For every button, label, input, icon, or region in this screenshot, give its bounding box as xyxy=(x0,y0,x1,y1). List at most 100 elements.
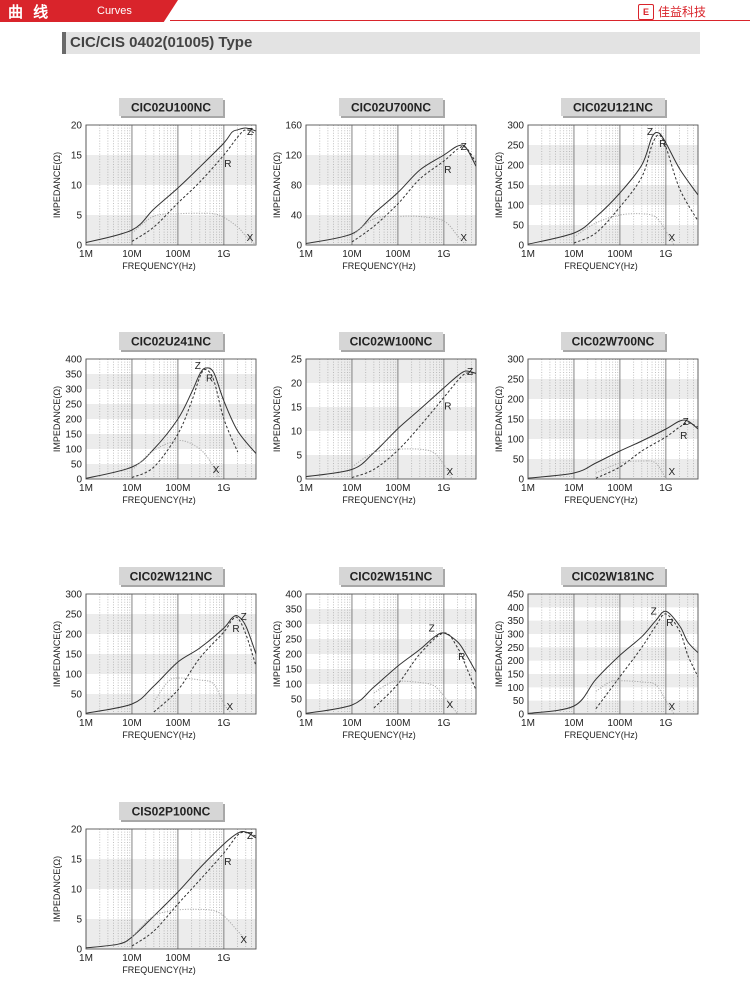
impedance-chart: CIC02U100NC 1M 10M 100M 1G 0 5 10 15 20 FREQUENCY(… xyxy=(52,98,257,271)
grid-band xyxy=(306,609,476,624)
section-title-cn: 曲 线 xyxy=(8,4,52,21)
series-x-curve xyxy=(595,680,675,714)
title-box xyxy=(561,98,665,116)
y-tick-label: 350 xyxy=(507,616,524,627)
y-axis-label: IMPEDANCE(Ω) xyxy=(272,621,282,687)
series-label: Z xyxy=(247,127,253,138)
brand-logo-icon: E xyxy=(637,3,654,20)
plot-frame xyxy=(527,124,699,246)
y-tick-label: 0 xyxy=(76,945,82,956)
title-box xyxy=(119,332,223,350)
x-tick-label: 1G xyxy=(437,718,451,729)
grid-band xyxy=(306,359,476,383)
y-tick-label: 150 xyxy=(65,430,82,441)
series-label: Z xyxy=(195,361,201,372)
series-label: X xyxy=(447,700,454,711)
series-label: X xyxy=(240,935,247,946)
x-tick-label: 100M xyxy=(165,718,190,729)
y-tick-label: 300 xyxy=(507,355,524,366)
impedance-chart: CIC02W151NC 1M 10M 100M 1G 0 50 100 150 200 250 300… xyxy=(272,567,477,740)
series-label: R xyxy=(206,374,213,385)
series-x-curve xyxy=(153,677,233,714)
y-tick-label: 160 xyxy=(285,121,302,132)
y-tick-label: 250 xyxy=(285,635,302,646)
y-tick-label: 250 xyxy=(65,610,82,621)
chart-title: CIC02W700NC xyxy=(572,335,655,349)
x-tick-label: 100M xyxy=(607,718,632,729)
series-label: R xyxy=(458,652,465,663)
x-tick-label: 1M xyxy=(79,953,93,964)
y-tick-label: 100 xyxy=(507,435,524,446)
x-tick-label: 10M xyxy=(342,718,361,729)
x-axis-label: FREQUENCY(Hz) xyxy=(122,965,196,975)
y-tick-label: 150 xyxy=(65,650,82,661)
series-z-curve xyxy=(528,419,698,479)
chart-title: CIC02W100NC xyxy=(350,335,433,349)
series-label: Z xyxy=(429,624,435,635)
series-label: R xyxy=(666,618,673,629)
y-tick-label: 400 xyxy=(507,603,524,614)
x-tick-label: 100M xyxy=(165,953,190,964)
y-tick-label: 200 xyxy=(65,630,82,641)
y-tick-label: 15 xyxy=(71,855,83,866)
series-r-curve xyxy=(595,422,698,479)
section-title-en: Curves xyxy=(97,5,132,17)
x-tick-label: 1G xyxy=(217,483,231,494)
y-tick-label: 400 xyxy=(65,355,82,366)
title-box xyxy=(339,332,443,350)
y-tick-label: 450 xyxy=(507,590,524,601)
y-tick-label: 250 xyxy=(507,375,524,386)
x-tick-label: 10M xyxy=(342,483,361,494)
plot-frame xyxy=(85,358,257,480)
y-tick-label: 50 xyxy=(71,460,83,471)
x-tick-label: 100M xyxy=(385,718,410,729)
section-accent-bar xyxy=(62,32,66,54)
x-axis-label: FREQUENCY(Hz) xyxy=(564,730,638,740)
title-box xyxy=(561,567,665,585)
grid-band xyxy=(86,614,256,634)
series-label: Z xyxy=(683,417,689,428)
series-label: X xyxy=(447,467,454,478)
grid-band xyxy=(528,379,698,399)
series-label: X xyxy=(247,233,254,244)
y-tick-label: 350 xyxy=(65,370,82,381)
y-tick-label: 200 xyxy=(507,656,524,667)
title-box xyxy=(339,567,443,585)
y-tick-label: 25 xyxy=(291,355,303,366)
top-bar: 曲 线 Curves E 佳益科技 xyxy=(0,0,750,22)
y-tick-label: 50 xyxy=(71,690,83,701)
series-r-curve xyxy=(131,129,256,242)
y-tick-label: 100 xyxy=(507,683,524,694)
series-label: Z xyxy=(651,607,657,618)
title-box xyxy=(339,98,443,116)
x-tick-label: 100M xyxy=(607,249,632,260)
title-box xyxy=(561,332,665,350)
series-r-curve xyxy=(131,831,256,947)
series-label: R xyxy=(224,159,231,170)
y-axis-label: IMPEDANCE(Ω) xyxy=(272,386,282,452)
y-tick-label: 100 xyxy=(65,445,82,456)
y-tick-label: 20 xyxy=(71,121,83,132)
x-tick-label: 10M xyxy=(122,953,141,964)
series-label: X xyxy=(669,467,676,478)
y-tick-label: 20 xyxy=(291,379,303,390)
x-tick-label: 1M xyxy=(79,249,93,260)
plot-frame xyxy=(527,593,699,715)
series-label: X xyxy=(227,702,234,713)
series-z-curve xyxy=(306,370,476,478)
series-label: X xyxy=(213,465,220,476)
x-tick-label: 10M xyxy=(564,718,583,729)
y-axis-label: IMPEDANCE(Ω) xyxy=(52,386,62,452)
x-axis-label: FREQUENCY(Hz) xyxy=(122,261,196,271)
x-tick-label: 1M xyxy=(299,249,313,260)
y-tick-label: 200 xyxy=(65,415,82,426)
y-tick-label: 100 xyxy=(65,670,82,681)
y-tick-label: 0 xyxy=(296,475,302,486)
series-x-curve xyxy=(573,213,675,245)
impedance-chart: CIC02W181NC 1M 10M 100M 1G 0 50 100 150 200 250 300… xyxy=(494,567,699,740)
y-tick-label: 50 xyxy=(513,696,525,707)
series-label: R xyxy=(232,624,239,635)
header-rule xyxy=(170,20,750,21)
chart-title: CIC02U100NC xyxy=(131,101,211,115)
y-tick-label: 300 xyxy=(285,620,302,631)
